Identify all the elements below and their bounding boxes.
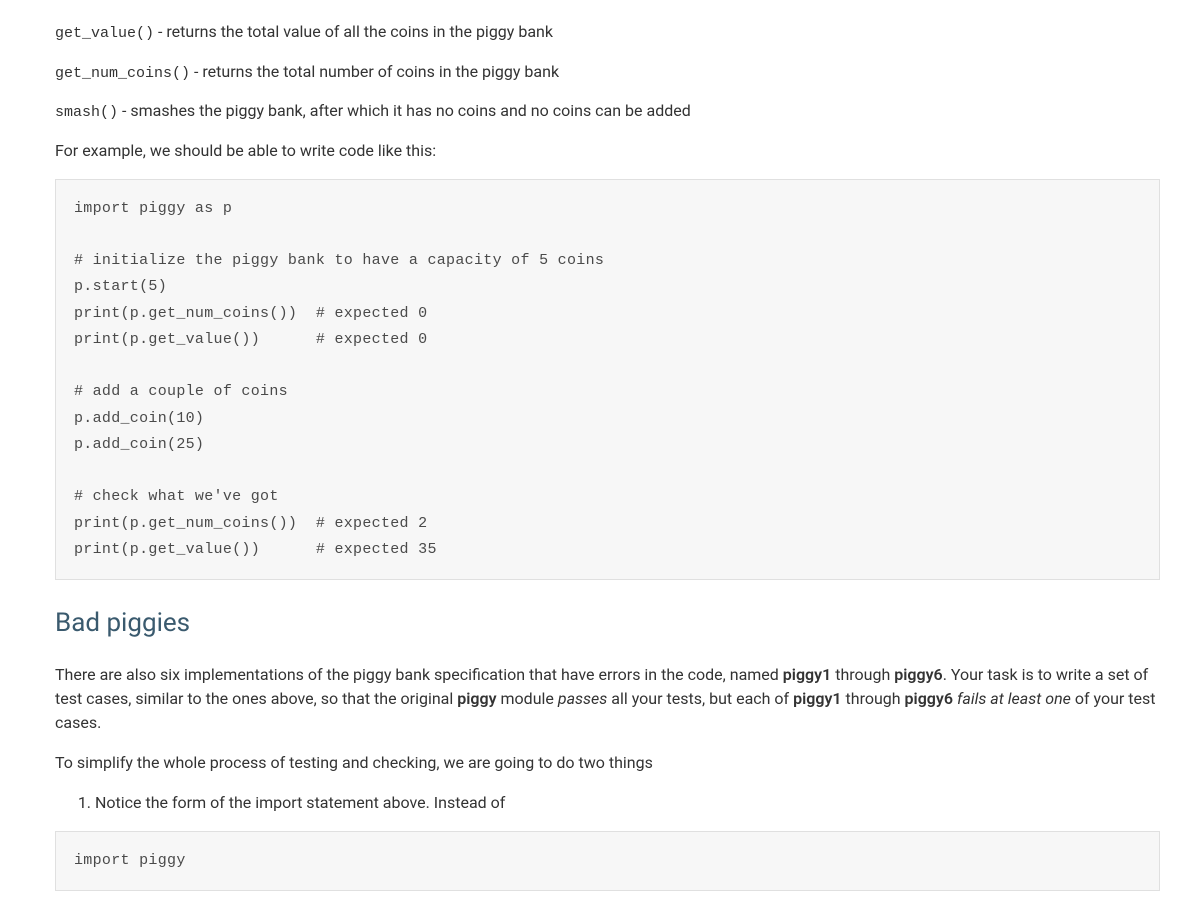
- module-name: piggy6: [905, 689, 953, 708]
- simplify-paragraph: To simplify the whole process of testing…: [55, 751, 1160, 775]
- module-name: piggy1: [783, 665, 831, 684]
- module-name: piggy: [457, 689, 496, 708]
- emphasis: passes: [558, 689, 607, 708]
- text: all your tests, but each of: [607, 689, 793, 708]
- text: There are also six implementations of th…: [55, 665, 783, 684]
- method-name: get_num_coins(): [55, 65, 190, 82]
- text: module: [497, 689, 558, 708]
- code-import-block: import piggy: [55, 831, 1160, 891]
- intro-paragraph: For example, we should be able to write …: [55, 139, 1160, 163]
- method-desc: - smashes the piggy bank, after which it…: [118, 101, 691, 120]
- method-desc: - returns the total number of coins in t…: [190, 62, 559, 81]
- numbered-list: Notice the form of the import statement …: [55, 791, 1160, 815]
- bad-piggies-paragraph: There are also six implementations of th…: [55, 663, 1160, 735]
- emphasis: fails at least one: [957, 689, 1071, 708]
- method-name: smash(): [55, 104, 118, 121]
- method-smash: smash() - smashes the piggy bank, after …: [55, 99, 1160, 125]
- code-example-block: import piggy as p # initialize the piggy…: [55, 179, 1160, 581]
- text: through: [831, 665, 894, 684]
- method-name: get_value(): [55, 25, 154, 42]
- module-name: piggy6: [894, 665, 942, 684]
- module-name: piggy1: [793, 689, 841, 708]
- method-desc: - returns the total value of all the coi…: [154, 22, 553, 41]
- section-heading-bad-piggies: Bad piggies: [55, 604, 1160, 643]
- document-page: get_value() - returns the total value of…: [0, 0, 1200, 911]
- method-get-num-coins: get_num_coins() - returns the total numb…: [55, 60, 1160, 86]
- method-get-value: get_value() - returns the total value of…: [55, 20, 1160, 46]
- list-item: Notice the form of the import statement …: [95, 791, 1160, 815]
- text: through: [842, 689, 905, 708]
